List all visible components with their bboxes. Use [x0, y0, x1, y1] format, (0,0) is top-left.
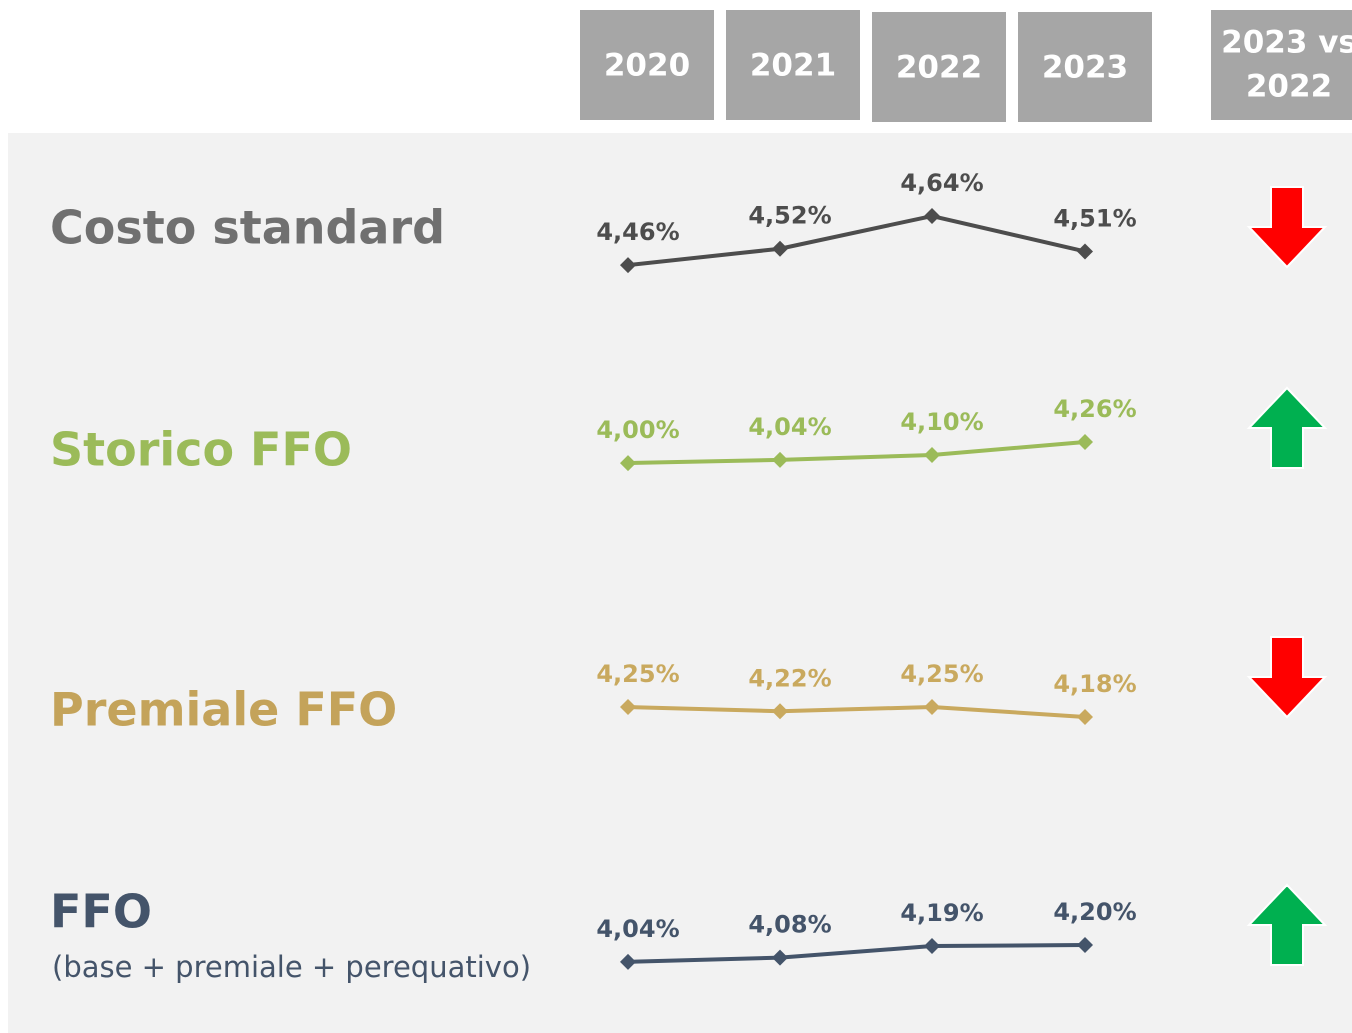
marker: [924, 208, 940, 224]
value-label: 4,22%: [748, 664, 831, 692]
marker: [1077, 434, 1093, 450]
value-label: 4,04%: [596, 915, 679, 943]
marker: [772, 451, 788, 468]
line: [627, 213, 1086, 268]
value-label: 4,46%: [596, 218, 679, 246]
marker: [620, 257, 636, 274]
marker: [1077, 243, 1093, 260]
value-label: 4,19%: [900, 899, 983, 927]
year-header: 2020: [604, 48, 690, 84]
year-header-box: [1018, 12, 1152, 122]
row-title: Premiale FFO: [50, 683, 397, 737]
row-title: FFO: [50, 885, 152, 939]
value-label: 4,04%: [748, 413, 831, 441]
marker: [1077, 709, 1093, 725]
marker: [924, 699, 940, 715]
row-subtitle: (base + premiale + perequativo): [52, 950, 531, 984]
value-label: 4,20%: [1053, 898, 1136, 926]
value-label: 4,64%: [900, 169, 983, 197]
row-title: Storico FFO: [50, 423, 352, 477]
line: [627, 440, 1086, 466]
trend-arrow: [1246, 636, 1328, 719]
panel: [8, 133, 1352, 1033]
marker: [620, 953, 636, 970]
value-label: 4,26%: [1053, 395, 1136, 423]
marker: [924, 446, 940, 463]
comparison-header-box: [1211, 10, 1352, 120]
value-label: 4,51%: [1053, 204, 1136, 232]
trend-arrow: [1246, 186, 1328, 269]
line: [627, 943, 1086, 964]
marker: [924, 938, 940, 955]
year-header-box: [872, 12, 1006, 122]
marker: [1077, 937, 1093, 953]
value-label: 4,10%: [900, 408, 983, 436]
year-header-box: [580, 10, 714, 120]
row-title: Costo standard: [50, 201, 445, 255]
marker: [620, 455, 636, 472]
value-label: 4,25%: [900, 660, 983, 688]
comparison-header: 2022: [1246, 69, 1332, 105]
trend-arrow: [1246, 883, 1328, 966]
value-label: 4,08%: [748, 911, 831, 939]
trend-arrow: [1246, 386, 1328, 469]
year-header: 2021: [750, 48, 836, 84]
value-label: 4,00%: [596, 416, 679, 444]
marker: [772, 240, 788, 257]
marker: [620, 699, 636, 715]
marker: [772, 949, 788, 966]
line: [627, 704, 1086, 719]
value-label: 4,52%: [748, 202, 831, 230]
year-header: 2023: [1042, 50, 1128, 86]
marker: [772, 703, 788, 720]
value-label: 4,18%: [1053, 670, 1136, 698]
value-label: 4,25%: [596, 660, 679, 688]
year-header: 2022: [896, 50, 982, 86]
comparison-header: 2023 vs: [1221, 25, 1352, 61]
year-header-box: [726, 10, 860, 120]
